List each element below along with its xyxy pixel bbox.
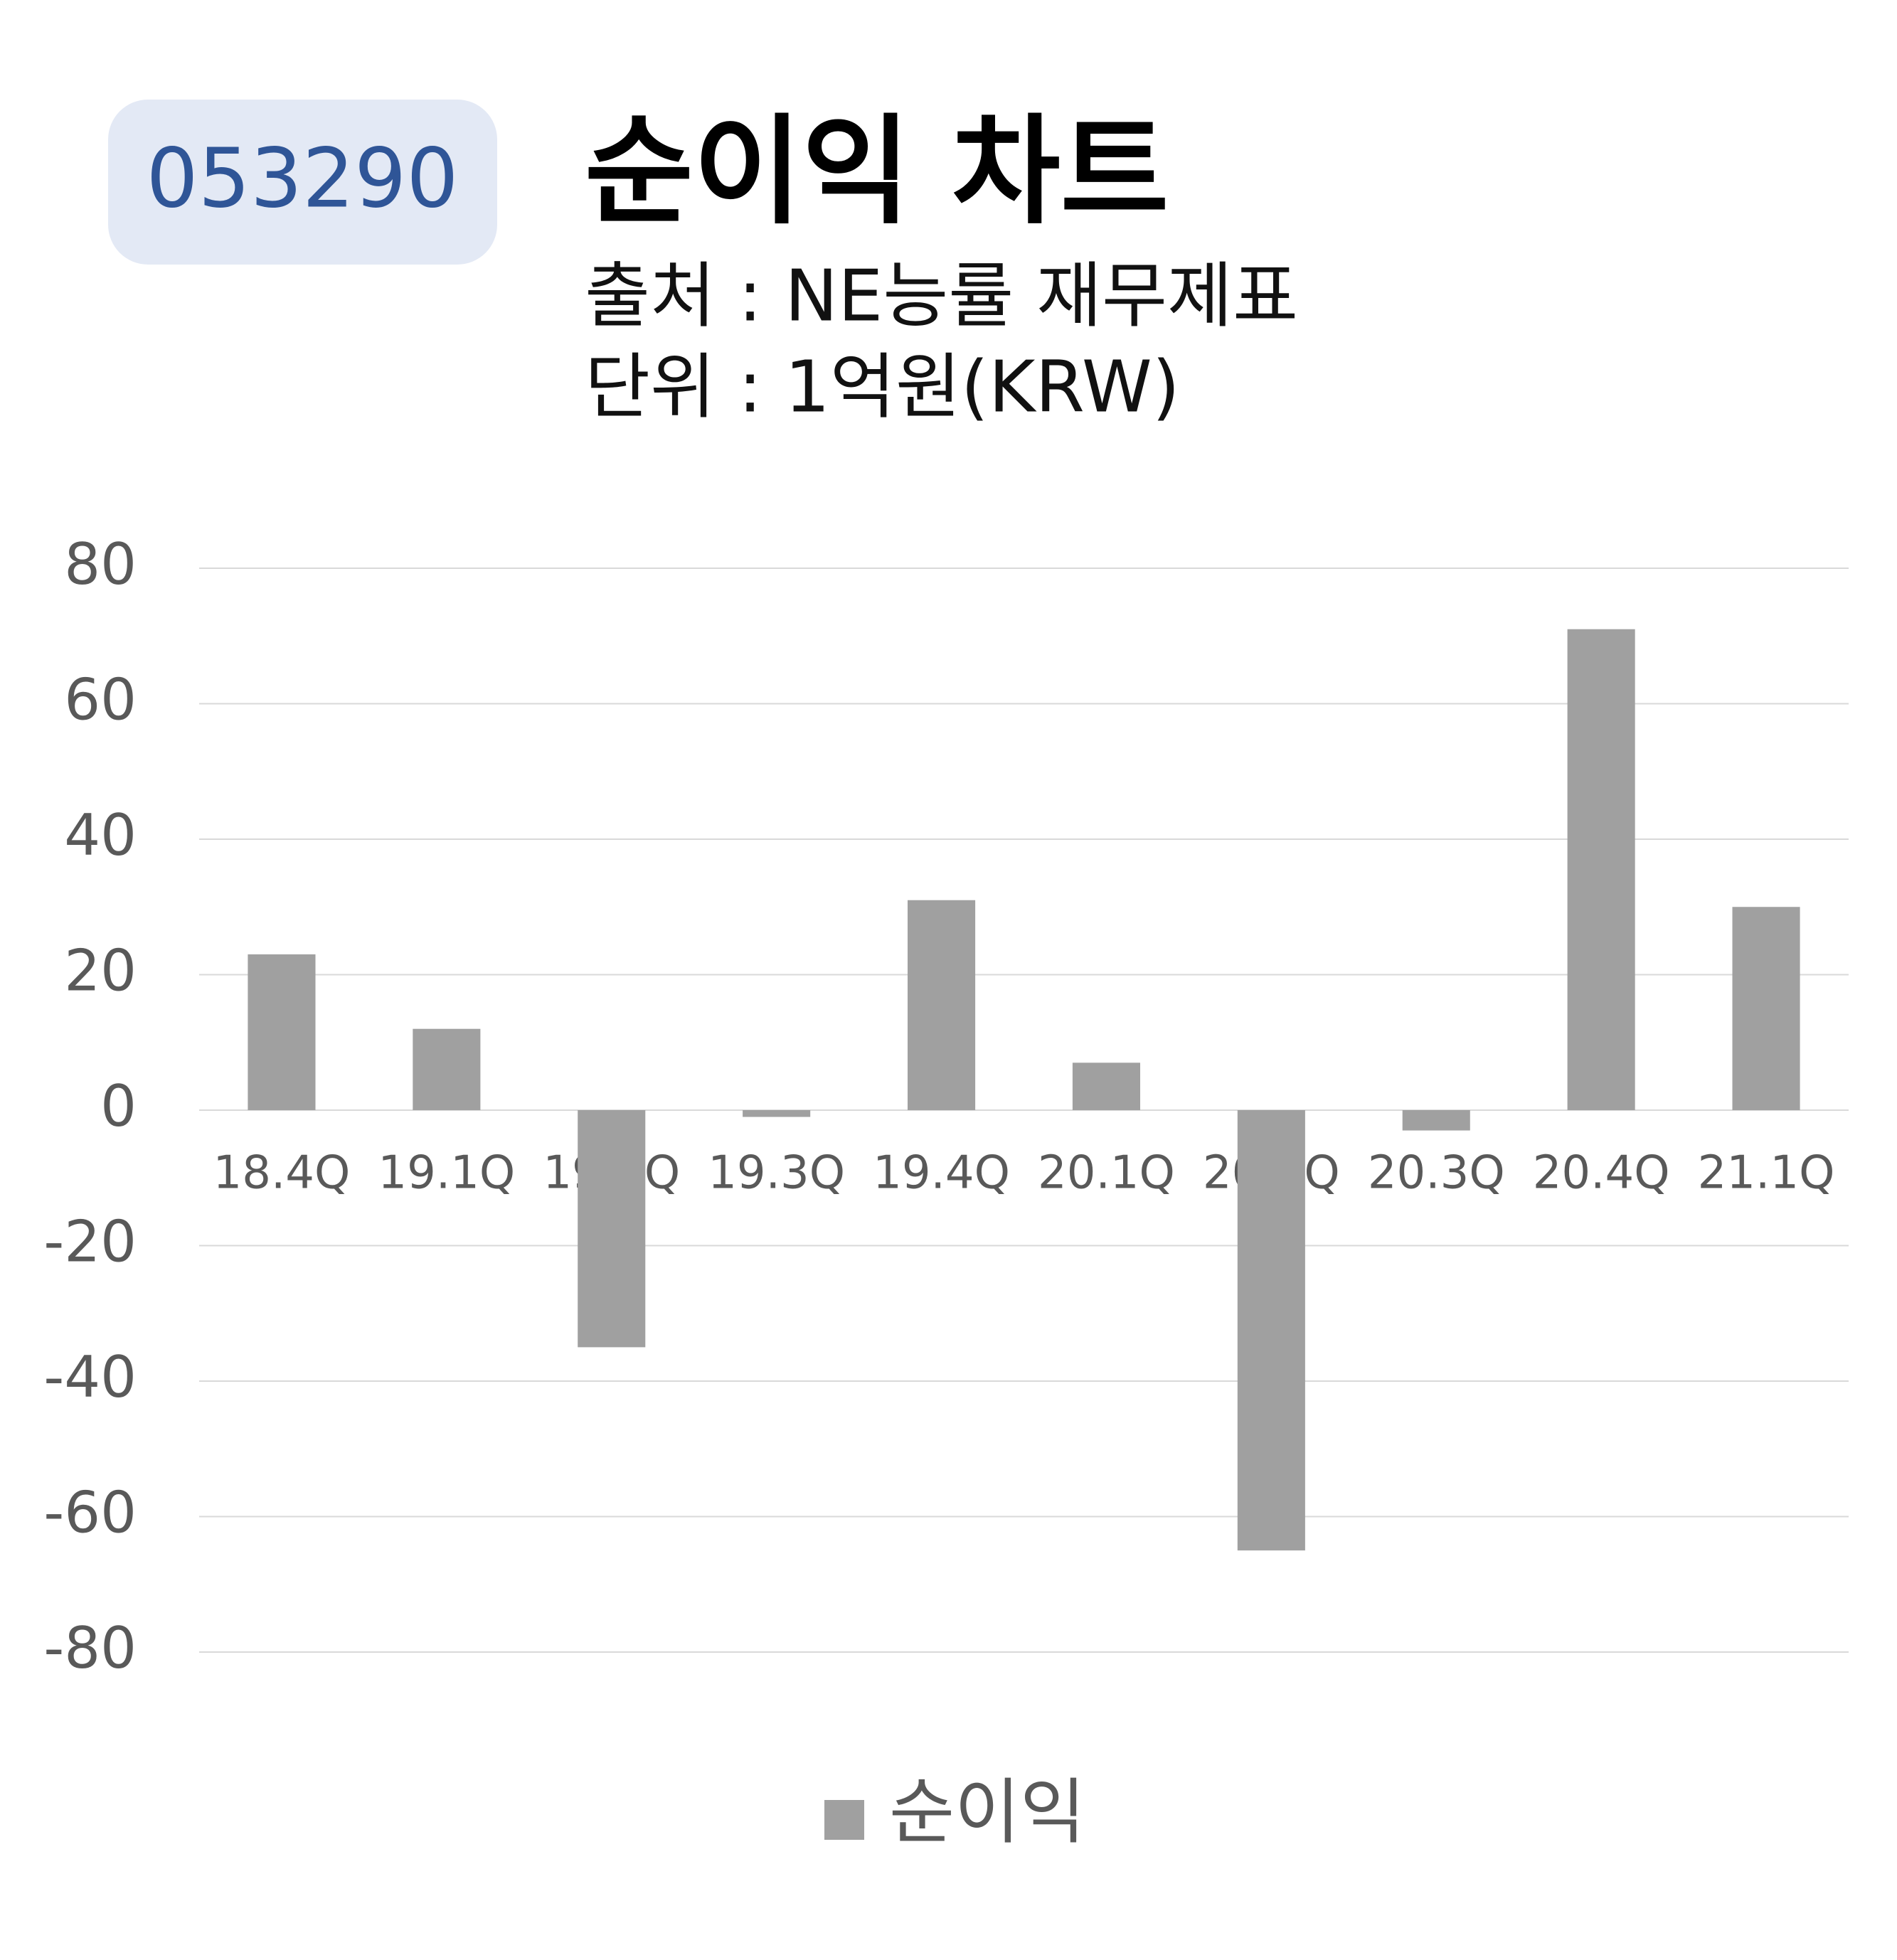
bar <box>578 1110 646 1348</box>
source-note: 출처 : NE능률 재무제표 <box>585 254 1298 337</box>
x-tick-label: 21.1Q <box>1698 1147 1835 1200</box>
bar <box>1567 629 1635 1110</box>
bar <box>413 1028 481 1110</box>
y-tick-label: -60 <box>43 1479 137 1545</box>
x-tick-label: 20.4Q <box>1533 1147 1670 1200</box>
legend-label: 순이익 <box>889 1770 1085 1853</box>
bar <box>248 954 316 1110</box>
bar <box>743 1110 811 1117</box>
bar <box>908 900 976 1110</box>
x-tick-label: 19.4Q <box>873 1147 1010 1200</box>
x-tick-label: 18.4Q <box>213 1147 351 1200</box>
legend-swatch <box>824 1800 864 1840</box>
bar <box>1732 907 1800 1110</box>
y-tick-label: -20 <box>43 1208 137 1274</box>
x-tick-label: 20.3Q <box>1368 1147 1505 1200</box>
y-tick-label: 20 <box>64 937 137 1003</box>
stock-code: 053290 <box>147 132 459 227</box>
x-tick-label: 19.3Q <box>708 1147 845 1200</box>
unit-note: 단위 : 1억원(KRW) <box>585 345 1180 428</box>
x-tick-label: 20.1Q <box>1038 1147 1175 1200</box>
bar <box>1237 1110 1305 1551</box>
bar <box>1402 1110 1470 1131</box>
chart-title: 순이익 차트 <box>585 103 1169 240</box>
y-tick-label: 60 <box>64 666 137 733</box>
y-tick-label: 80 <box>64 531 137 597</box>
y-tick-label: 0 <box>100 1073 137 1139</box>
y-tick-label: 40 <box>64 802 137 868</box>
code-badge <box>108 100 497 265</box>
x-tick-label: 19.1Q <box>378 1147 515 1200</box>
y-tick-label: -40 <box>43 1344 137 1410</box>
bar <box>1072 1062 1140 1110</box>
y-tick-label: -80 <box>43 1615 137 1681</box>
